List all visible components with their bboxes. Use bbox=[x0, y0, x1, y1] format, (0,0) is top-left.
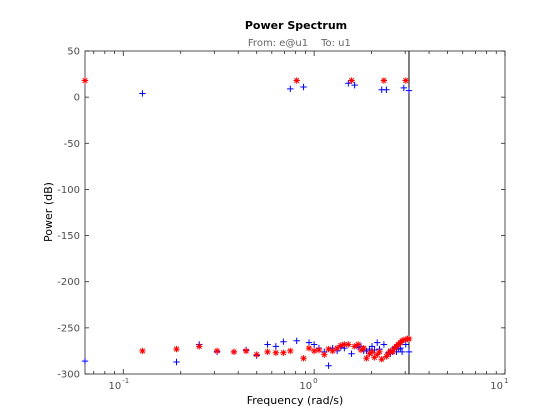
plot-area bbox=[84, 50, 506, 375]
star-marker bbox=[405, 335, 413, 343]
star-marker bbox=[383, 353, 390, 360]
star-marker bbox=[272, 349, 280, 356]
star-marker bbox=[81, 77, 89, 84]
x-tick-label-exponent: -1 bbox=[122, 377, 129, 385]
y-tick-label: -100 bbox=[57, 185, 80, 196]
y-tick-label: -300 bbox=[57, 370, 80, 381]
y-tick-label: 50 bbox=[67, 47, 80, 58]
plus-marker bbox=[345, 80, 352, 87]
star-marker bbox=[264, 348, 271, 356]
star-marker bbox=[402, 77, 409, 84]
star-marker bbox=[380, 77, 388, 84]
plus-marker bbox=[305, 339, 313, 346]
plus-marker bbox=[287, 85, 294, 93]
star-marker bbox=[374, 351, 381, 358]
x-tick-label-exponent: 0 bbox=[313, 377, 317, 385]
y-tick-label: 0 bbox=[74, 93, 80, 104]
star-marker bbox=[300, 355, 307, 362]
y-tick-label: -50 bbox=[64, 139, 80, 150]
star-marker bbox=[242, 347, 250, 355]
plus-marker bbox=[272, 343, 280, 350]
star-marker bbox=[378, 356, 385, 363]
star-marker bbox=[139, 347, 146, 355]
x-tick-label-base: 10 bbox=[299, 381, 312, 392]
x-axis-label: Frequency (rad/s) bbox=[247, 394, 344, 407]
star-marker bbox=[321, 351, 328, 358]
plus-marker bbox=[280, 338, 287, 345]
x-tick-label-exponent: 1 bbox=[504, 377, 508, 385]
plus-marker bbox=[405, 87, 413, 94]
y-tick-label: -200 bbox=[57, 277, 80, 288]
star-marker bbox=[385, 350, 392, 357]
plus-marker bbox=[293, 337, 300, 344]
star-marker bbox=[345, 341, 352, 348]
star-marker bbox=[398, 337, 406, 344]
star-marker bbox=[387, 347, 394, 355]
chart-subtitle-to: To: u1 bbox=[320, 38, 351, 49]
chart-title: Power Spectrum bbox=[245, 19, 347, 32]
plus-marker bbox=[139, 90, 146, 97]
data-markers bbox=[81, 77, 413, 369]
star-marker bbox=[371, 354, 378, 361]
star-marker bbox=[368, 348, 376, 356]
y-axis: 50 0 -50 -100 -150 -200 -250 -300 bbox=[57, 47, 505, 381]
star-marker bbox=[253, 351, 260, 358]
y-tick-label: -150 bbox=[57, 231, 80, 242]
star-marker bbox=[329, 347, 336, 355]
star-marker bbox=[389, 348, 396, 356]
plus-marker bbox=[405, 348, 413, 356]
y-axis-label: Power (dB) bbox=[42, 182, 55, 242]
x-tick-label-base: 10 bbox=[109, 381, 122, 392]
plus-marker bbox=[383, 86, 390, 93]
plus-marker bbox=[374, 339, 381, 346]
star-marker bbox=[354, 341, 362, 348]
plus-marker bbox=[368, 343, 376, 350]
star-marker bbox=[305, 344, 313, 352]
star-marker bbox=[310, 347, 318, 355]
star-marker bbox=[315, 346, 323, 354]
y-tick-label: -250 bbox=[57, 323, 80, 334]
plus-marker bbox=[398, 348, 406, 356]
star-marker bbox=[341, 341, 348, 348]
star-marker bbox=[400, 336, 408, 344]
star-marker bbox=[213, 347, 221, 355]
star-marker bbox=[348, 77, 355, 84]
star-marker bbox=[196, 343, 203, 350]
star-marker bbox=[325, 345, 332, 353]
star-marker bbox=[230, 348, 238, 356]
plus-marker bbox=[300, 83, 307, 91]
x-axis: 10 -1 10 0 10 1 bbox=[93, 51, 508, 392]
star-marker bbox=[360, 344, 367, 352]
x-tick-label-base: 10 bbox=[490, 381, 503, 392]
plus-marker bbox=[400, 84, 408, 92]
plus-marker bbox=[348, 350, 355, 357]
plus-marker bbox=[325, 362, 332, 369]
star-marker bbox=[337, 342, 345, 349]
plus-marker bbox=[310, 341, 318, 348]
star-marker bbox=[173, 345, 180, 353]
star-marker bbox=[280, 349, 287, 356]
star-marker bbox=[333, 344, 341, 352]
plus-marker bbox=[264, 341, 271, 348]
plus-marker bbox=[81, 357, 89, 365]
chart-subtitle-from: From: e@u1 bbox=[248, 38, 308, 49]
plus-marker bbox=[173, 358, 180, 366]
star-marker bbox=[351, 343, 358, 350]
star-marker bbox=[363, 355, 370, 362]
plus-marker bbox=[351, 81, 358, 89]
star-marker bbox=[357, 346, 365, 354]
star-marker bbox=[293, 77, 300, 84]
plus-marker bbox=[380, 341, 388, 348]
star-marker bbox=[376, 348, 383, 356]
star-marker bbox=[287, 347, 294, 355]
